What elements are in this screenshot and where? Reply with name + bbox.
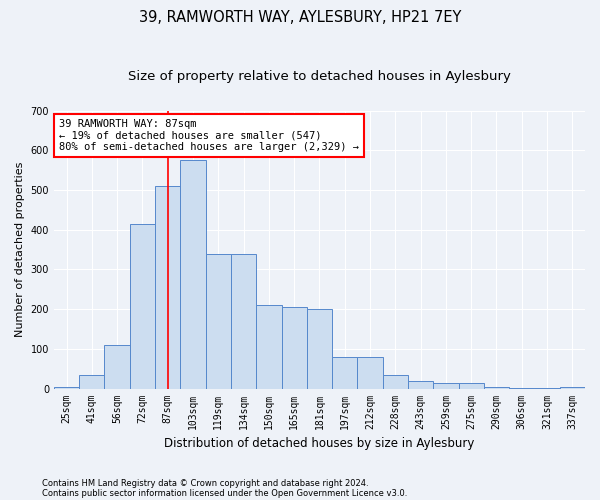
Bar (307, 309, 332, 388)
Text: Contains public sector information licensed under the Open Government Licence v3: Contains public sector information licen… (42, 488, 407, 498)
Title: Size of property relative to detached houses in Aylesbury: Size of property relative to detached ho… (128, 70, 511, 83)
Bar (383, 374, 408, 388)
Bar (130, 224, 155, 388)
Bar (332, 357, 358, 388)
Bar (231, 254, 256, 388)
Bar (54, 386, 79, 388)
Bar (433, 382, 458, 388)
Bar (104, 345, 130, 389)
Text: Contains HM Land Registry data © Crown copyright and database right 2024.: Contains HM Land Registry data © Crown c… (42, 478, 368, 488)
X-axis label: Distribution of detached houses by size in Aylesbury: Distribution of detached houses by size … (164, 437, 475, 450)
Bar (281, 307, 307, 388)
Y-axis label: Number of detached properties: Number of detached properties (15, 162, 25, 337)
Text: 39, RAMWORTH WAY, AYLESBURY, HP21 7EY: 39, RAMWORTH WAY, AYLESBURY, HP21 7EY (139, 10, 461, 25)
Bar (560, 386, 585, 388)
Bar (206, 254, 231, 388)
Bar (181, 160, 206, 388)
Text: 39 RAMWORTH WAY: 87sqm
← 19% of detached houses are smaller (547)
80% of semi-de: 39 RAMWORTH WAY: 87sqm ← 19% of detached… (59, 119, 359, 152)
Bar (458, 384, 484, 388)
Bar (256, 305, 281, 388)
Bar (358, 357, 383, 388)
Bar (155, 186, 181, 388)
Bar (408, 380, 433, 388)
Bar (79, 374, 104, 388)
